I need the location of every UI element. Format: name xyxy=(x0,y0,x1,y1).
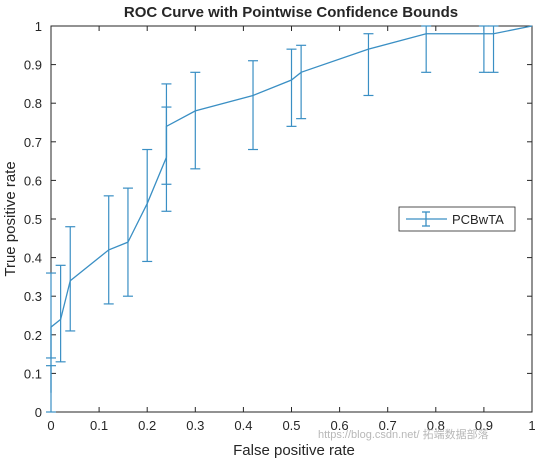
x-tick-label: 0.3 xyxy=(186,418,204,433)
error-bar xyxy=(363,33,374,97)
y-tick-label: 1 xyxy=(35,19,42,34)
watermark: https://blog.csdn.net/ 拓端数据部落 xyxy=(318,427,489,441)
error-bar xyxy=(65,226,76,332)
y-tick-label: 0.2 xyxy=(24,328,42,343)
x-tick-label: 0.2 xyxy=(138,418,156,433)
legend-box xyxy=(398,206,516,232)
y-tick-label: 0.5 xyxy=(24,212,42,227)
y-tick-label: 0.4 xyxy=(24,251,42,266)
x-axis-label: False positive rate xyxy=(233,442,355,459)
roc-curve-line xyxy=(50,25,533,393)
x-tick-label: 0.6 xyxy=(331,418,349,433)
y-tick-label: 0.9 xyxy=(24,58,42,73)
x-tick-label: 0.9 xyxy=(475,418,493,433)
y-tick-label: 0.7 xyxy=(24,135,42,150)
y-tick-label: 0.8 xyxy=(24,96,42,111)
legend: PCBwTA xyxy=(398,206,516,232)
x-tick-label: 0.7 xyxy=(379,418,397,433)
error-bar xyxy=(286,48,297,127)
legend-label-pcbwta: PCBwTA xyxy=(452,212,504,227)
y-tick-label: 0.6 xyxy=(24,173,42,188)
y-tick-label: 0 xyxy=(35,405,42,420)
x-tick-label: 0 xyxy=(47,418,54,433)
error-bar xyxy=(296,44,307,120)
error-bar xyxy=(55,264,66,363)
error-bar xyxy=(190,71,201,170)
y-tick-label: 0.3 xyxy=(24,289,42,304)
y-tick-label: 0.1 xyxy=(24,366,42,381)
x-tick-label: 0.4 xyxy=(234,418,252,433)
error-bar xyxy=(248,60,259,151)
x-axis: 0 0.1 0.2 0.3 0.4 0.5 0.6 0.7 0.8 0.9 1 xyxy=(47,26,536,433)
error-bar xyxy=(142,148,153,263)
y-axis: 0 0.1 0.2 0.3 0.4 0.5 0.6 0.7 0.8 0.9 1 xyxy=(24,19,532,420)
x-tick-label: 0.1 xyxy=(90,418,108,433)
x-tick-label: 0.5 xyxy=(282,418,300,433)
chart-title: ROC Curve with Pointwise Confidence Boun… xyxy=(124,4,458,21)
y-axis-label: True positive rate xyxy=(2,161,19,276)
x-tick-label: 1 xyxy=(528,418,535,433)
x-tick-label: 0.8 xyxy=(427,418,445,433)
